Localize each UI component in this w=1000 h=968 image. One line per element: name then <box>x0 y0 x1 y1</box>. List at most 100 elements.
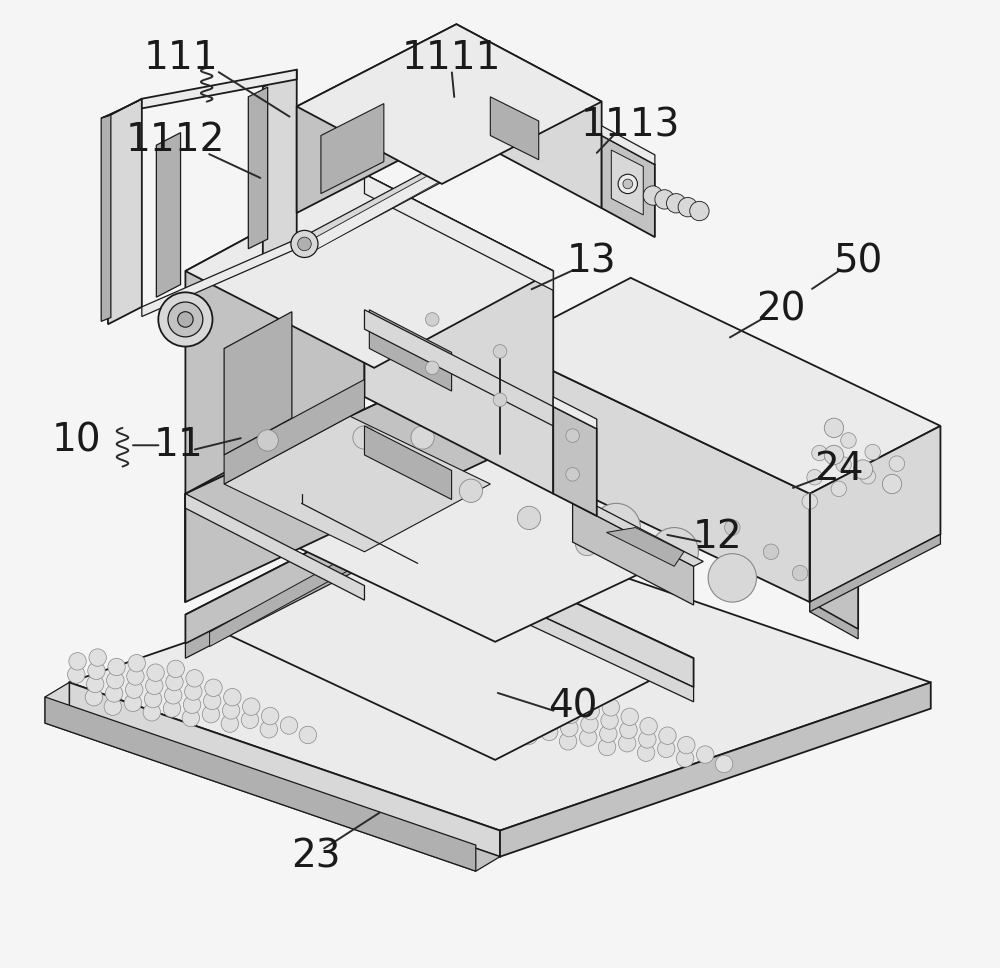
Polygon shape <box>369 310 452 391</box>
Circle shape <box>824 445 844 465</box>
Circle shape <box>221 715 239 733</box>
Circle shape <box>411 426 434 449</box>
Circle shape <box>542 710 559 727</box>
Circle shape <box>185 682 202 700</box>
Polygon shape <box>185 174 364 494</box>
Polygon shape <box>45 709 500 871</box>
Circle shape <box>205 680 222 696</box>
Polygon shape <box>553 397 597 429</box>
Polygon shape <box>500 346 810 602</box>
Circle shape <box>566 468 579 481</box>
Circle shape <box>143 704 161 721</box>
Circle shape <box>623 179 633 189</box>
Circle shape <box>566 429 579 442</box>
Polygon shape <box>456 24 602 208</box>
Circle shape <box>166 674 183 691</box>
Circle shape <box>520 727 538 744</box>
Circle shape <box>640 717 657 735</box>
Circle shape <box>241 711 259 729</box>
Text: 20: 20 <box>756 290 805 329</box>
Circle shape <box>666 194 686 213</box>
Polygon shape <box>553 407 597 516</box>
Circle shape <box>147 664 164 681</box>
Circle shape <box>353 426 376 449</box>
Circle shape <box>865 444 880 460</box>
Circle shape <box>690 201 709 221</box>
Polygon shape <box>810 426 940 602</box>
Circle shape <box>164 686 182 704</box>
Circle shape <box>186 670 203 687</box>
Circle shape <box>582 703 599 720</box>
Circle shape <box>68 666 85 683</box>
Polygon shape <box>316 163 452 250</box>
Polygon shape <box>602 126 655 165</box>
Polygon shape <box>263 70 297 257</box>
Circle shape <box>540 723 558 741</box>
Circle shape <box>298 237 311 251</box>
Polygon shape <box>185 513 384 644</box>
Circle shape <box>204 692 221 710</box>
Circle shape <box>882 474 902 494</box>
Text: 13: 13 <box>567 242 617 281</box>
Polygon shape <box>573 503 694 605</box>
Polygon shape <box>224 416 490 552</box>
Circle shape <box>559 733 577 750</box>
Circle shape <box>88 662 105 680</box>
Polygon shape <box>364 174 553 494</box>
Circle shape <box>708 554 757 602</box>
Circle shape <box>579 729 597 746</box>
Polygon shape <box>810 534 940 612</box>
Circle shape <box>86 676 104 693</box>
Circle shape <box>144 690 162 708</box>
Polygon shape <box>185 174 553 368</box>
Polygon shape <box>606 528 684 566</box>
Circle shape <box>108 658 125 676</box>
Polygon shape <box>384 542 694 702</box>
Circle shape <box>581 715 598 733</box>
Circle shape <box>459 479 483 502</box>
Circle shape <box>243 698 260 715</box>
Text: 111: 111 <box>143 39 218 77</box>
Circle shape <box>401 453 424 476</box>
Circle shape <box>592 503 640 552</box>
Text: 1113: 1113 <box>581 106 680 145</box>
Circle shape <box>836 457 851 472</box>
Text: 40: 40 <box>548 687 597 726</box>
Circle shape <box>299 726 317 743</box>
Circle shape <box>89 649 106 666</box>
Polygon shape <box>156 133 181 297</box>
Polygon shape <box>45 697 476 871</box>
Circle shape <box>561 719 578 737</box>
Circle shape <box>69 652 86 670</box>
Circle shape <box>425 313 439 326</box>
Circle shape <box>280 716 298 734</box>
Circle shape <box>125 681 143 698</box>
Polygon shape <box>185 542 384 658</box>
Circle shape <box>543 697 560 714</box>
Circle shape <box>600 725 617 742</box>
Circle shape <box>763 544 779 560</box>
Polygon shape <box>364 310 553 426</box>
Circle shape <box>601 711 618 729</box>
Circle shape <box>107 672 124 689</box>
Circle shape <box>655 190 674 209</box>
Circle shape <box>517 506 541 529</box>
Polygon shape <box>602 136 655 237</box>
Text: 1111: 1111 <box>402 39 501 77</box>
Polygon shape <box>490 97 539 160</box>
Circle shape <box>178 312 193 327</box>
Circle shape <box>425 361 439 375</box>
Circle shape <box>493 393 507 407</box>
Circle shape <box>860 469 876 484</box>
Circle shape <box>501 717 519 735</box>
Circle shape <box>637 744 655 762</box>
Polygon shape <box>500 278 940 494</box>
Circle shape <box>725 520 740 535</box>
Polygon shape <box>185 346 500 602</box>
Polygon shape <box>69 682 500 857</box>
Circle shape <box>524 687 542 705</box>
Polygon shape <box>185 346 810 642</box>
Polygon shape <box>210 550 360 647</box>
Circle shape <box>697 745 714 763</box>
Polygon shape <box>311 155 456 252</box>
